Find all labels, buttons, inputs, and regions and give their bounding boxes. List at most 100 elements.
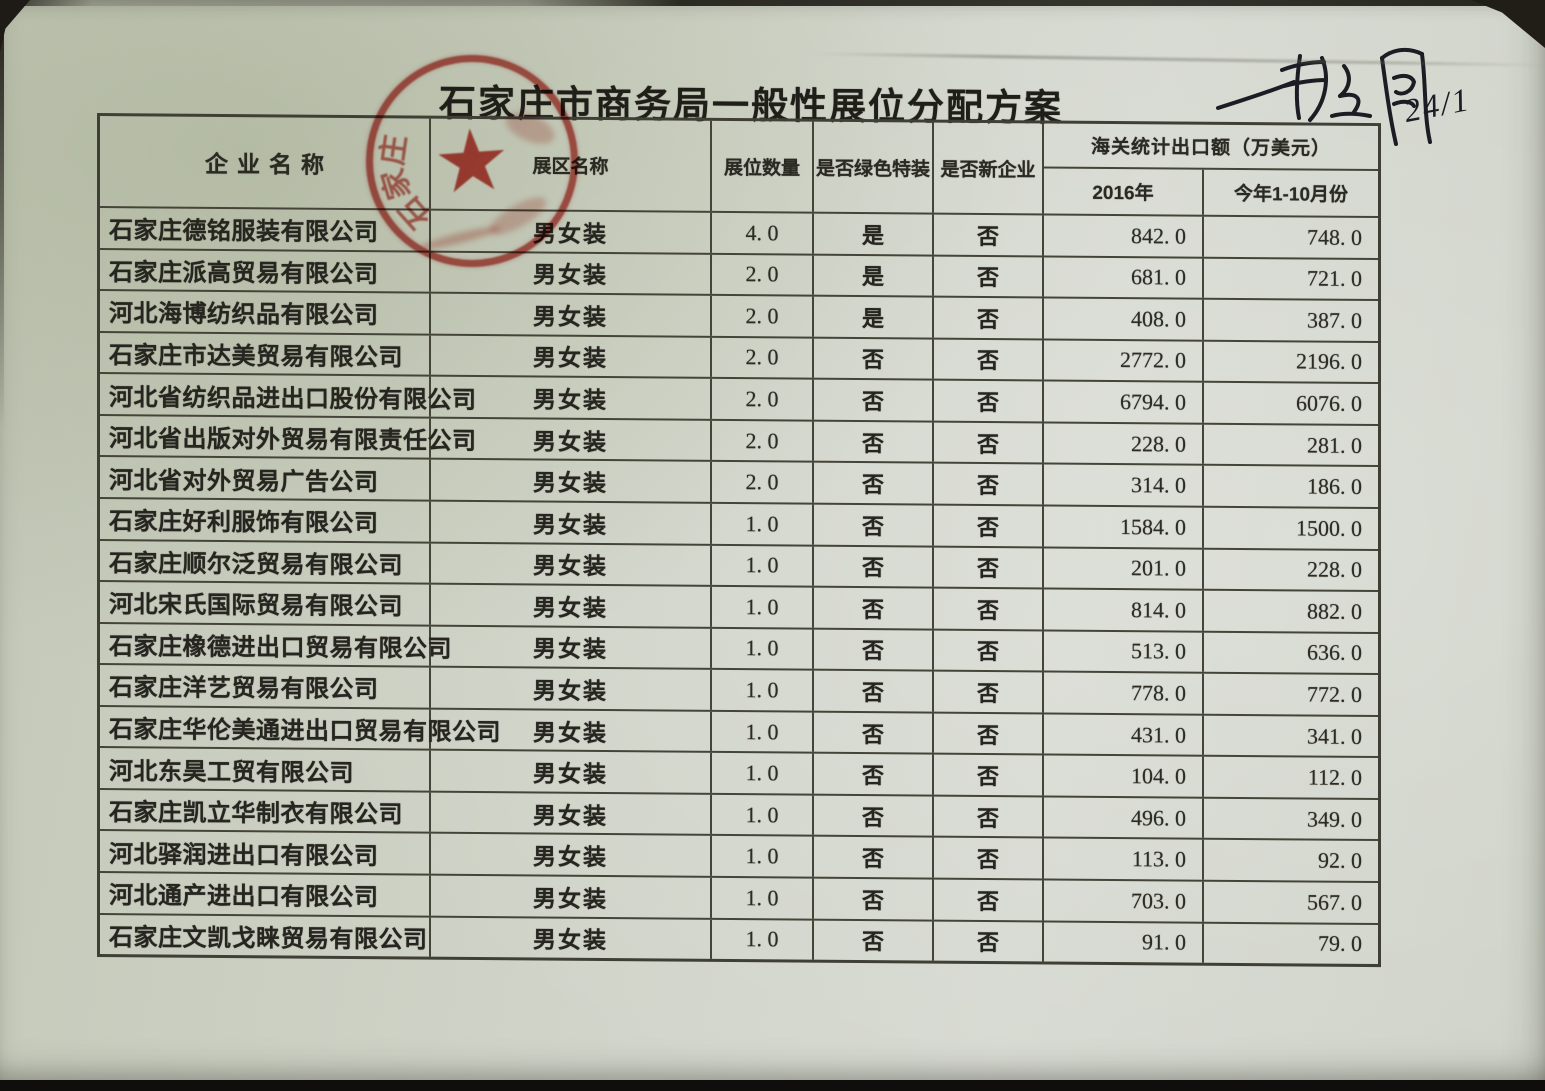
- zone-cell: 男女装: [431, 335, 712, 378]
- zone-cell: 男女装: [431, 875, 712, 918]
- col-header-export-2016: 2016年: [1044, 168, 1204, 215]
- export-ytd-cell: 2196. 0: [1296, 348, 1362, 375]
- export-2016-cell: 431. 0: [1044, 714, 1204, 756]
- new-enterprise-cell: 否: [934, 214, 1044, 256]
- green-special-cell: 否: [814, 795, 934, 837]
- col-header-company: 企业名称: [100, 116, 431, 209]
- green-special-cell: 否: [814, 504, 934, 546]
- export-2016-cell: 1584. 0: [1044, 506, 1204, 548]
- export-ytd-cell: 79. 0: [1318, 930, 1362, 957]
- zone-cell: 男女装: [431, 792, 712, 835]
- green-special-cell: 是: [814, 296, 934, 338]
- green-special-cell: 否: [814, 379, 934, 421]
- new-enterprise-cell: 否: [934, 256, 1044, 297]
- green-special-cell: 否: [814, 421, 934, 462]
- company-name-cell: 河北宋氏国际贸易有限公司: [100, 582, 431, 625]
- new-enterprise-cell: 否: [934, 671, 1044, 713]
- zone-cell: 男女装: [431, 252, 712, 294]
- col-header-export-ytd: 今年1-10月份: [1233, 183, 1349, 206]
- booth-count-cell: 2. 0: [712, 462, 814, 503]
- export-ytd-cell: 6076. 0: [1296, 390, 1362, 416]
- export-ytd-cell: 281. 0: [1307, 432, 1362, 458]
- export-2016-cell: 113. 0: [1044, 838, 1204, 880]
- new-enterprise-cell: 否: [934, 713, 1044, 754]
- booth-count-cell: 2. 0: [712, 337, 814, 378]
- table-row: 石家庄文凯戈睐贸易有限公司 男女装 1. 0 否否 91. 0 79. 0: [100, 912, 1378, 965]
- green-special-cell: 否: [814, 338, 934, 379]
- export-2016-cell: 842. 0: [1044, 215, 1204, 257]
- zone-cell: 男女装: [431, 917, 712, 959]
- new-enterprise-cell: 否: [934, 297, 1044, 339]
- col-header-green: 是否绿色特装: [814, 121, 934, 213]
- table-header: 企业名称 展区名称 展位数量 是否绿色特装 是否新企业 海关统计出口额（万美元）…: [100, 116, 1378, 219]
- new-enterprise-cell: 否: [934, 505, 1044, 546]
- photo-edge-left: [0, 0, 4, 430]
- booth-count-cell: 1. 0: [712, 670, 814, 711]
- green-special-cell: 否: [814, 629, 934, 670]
- table-body: 石家庄德铭服装有限公司 男女装 4. 0 是否 842. 0 748. 0 石家庄派高贸易有…: [100, 208, 1378, 965]
- new-enterprise-cell: 否: [934, 796, 1044, 837]
- export-ytd-cell: 92. 0: [1318, 847, 1362, 874]
- green-special-cell: 否: [814, 837, 934, 878]
- export-ytd-cell: 349. 0: [1307, 806, 1362, 832]
- export-2016-cell: 814. 0: [1044, 589, 1204, 631]
- new-enterprise-cell: 否: [934, 879, 1044, 921]
- new-enterprise-cell: 否: [934, 339, 1044, 380]
- zone-cell: 男女装: [431, 626, 712, 669]
- export-2016-cell: 228. 0: [1044, 423, 1204, 465]
- col-header-booths: 展位数量: [712, 120, 814, 212]
- export-ytd-cell: 882. 0: [1307, 598, 1362, 624]
- export-2016-cell: 513. 0: [1044, 631, 1204, 672]
- company-name-cell: 河北省对外贸易广告公司: [100, 457, 431, 500]
- zone-cell: 男女装: [431, 667, 712, 710]
- booth-count-cell: 2. 0: [712, 420, 814, 462]
- zone-cell: 男女装: [431, 501, 712, 544]
- zone-cell: 男女装: [431, 293, 712, 336]
- export-ytd-cell: 748. 0: [1307, 224, 1362, 250]
- zone-cell: 男女装: [431, 459, 712, 502]
- export-ytd-cell: 772. 0: [1307, 681, 1362, 707]
- new-enterprise-cell: 否: [934, 630, 1044, 671]
- export-2016-cell: 496. 0: [1044, 797, 1204, 839]
- zone-cell: 男女装: [431, 418, 712, 461]
- export-2016-cell: 681. 0: [1044, 257, 1204, 298]
- green-special-cell: 否: [814, 920, 934, 961]
- col-header-zone: 展区名称: [431, 118, 712, 211]
- new-enterprise-cell: 否: [934, 547, 1044, 588]
- zone-cell: 男女装: [431, 584, 712, 627]
- new-enterprise-cell: 否: [934, 921, 1044, 962]
- booth-count-cell: 1. 0: [712, 628, 814, 669]
- company-name-cell: 河北通产进出口有限公司: [100, 873, 431, 916]
- green-special-cell: 是: [814, 213, 934, 255]
- company-name-cell: 石家庄文凯戈睐贸易有限公司: [100, 914, 431, 957]
- booth-count-cell: 1. 0: [712, 545, 814, 586]
- allocation-table: 企业名称 展区名称 展位数量 是否绿色特装 是否新企业 海关统计出口额（万美元）…: [97, 113, 1381, 968]
- booth-count-cell: 2. 0: [712, 295, 814, 337]
- booth-count-cell: 1. 0: [712, 753, 814, 794]
- company-name-cell: 石家庄好利服饰有限公司: [100, 498, 431, 542]
- company-name-cell: 石家庄华伦美通进出口贸易有限公司: [100, 706, 501, 749]
- export-ytd-cell: 567. 0: [1307, 889, 1362, 915]
- export-ytd-cell: 721. 0: [1307, 265, 1362, 292]
- green-special-cell: 否: [814, 712, 934, 753]
- export-2016-cell: 703. 0: [1044, 880, 1204, 922]
- zone-cell: 男女装: [431, 376, 712, 419]
- photo-edge-top: [0, 0, 1545, 6]
- green-special-cell: 否: [814, 587, 934, 629]
- booth-count-cell: 1. 0: [712, 919, 814, 960]
- col-header-new-enterprise: 是否新企业: [934, 122, 1044, 214]
- company-name-cell: 河北海博纺织品有限公司: [100, 291, 431, 334]
- company-name-cell: 石家庄橡德进出口贸易有限公司: [100, 623, 452, 666]
- export-ytd-cell: 186. 0: [1307, 473, 1362, 500]
- green-special-cell: 否: [814, 753, 934, 795]
- signature-scribble: [1212, 36, 1462, 156]
- export-ytd-cell: 1500. 0: [1296, 515, 1362, 541]
- export-2016-cell: 91. 0: [1044, 922, 1204, 963]
- booth-count-cell: 1. 0: [712, 877, 814, 919]
- company-name-cell: 石家庄洋艺贸易有限公司: [100, 665, 431, 708]
- new-enterprise-cell: 否: [934, 422, 1044, 463]
- booth-count-cell: 1. 0: [712, 794, 814, 836]
- export-2016-cell: 778. 0: [1044, 672, 1204, 714]
- booth-count-cell: 1. 0: [712, 711, 814, 752]
